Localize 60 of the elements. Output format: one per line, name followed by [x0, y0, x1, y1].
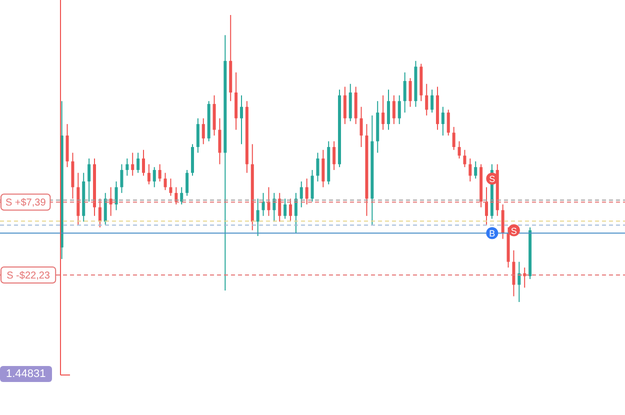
candlestick: [458, 140, 461, 159]
candlestick: [425, 83, 428, 116]
candlestick: [305, 178, 308, 205]
candlestick: [256, 198, 260, 236]
candlestick: [468, 158, 472, 182]
candlestick: [300, 180, 303, 208]
candlestick: [147, 164, 150, 185]
candlestick: [104, 192, 107, 226]
candlestick: [136, 152, 140, 174]
candlestick: [109, 186, 112, 216]
candlestick: [430, 89, 434, 114]
candlestick: [169, 178, 172, 196]
candlestick: [484, 186, 488, 226]
candlestick: [316, 152, 320, 182]
candlestick: [126, 158, 129, 176]
text: S: [510, 226, 517, 236]
candlestick: [131, 152, 134, 176]
candlestick: [278, 192, 282, 222]
candlestick: [88, 158, 91, 202]
candlestick: [441, 106, 444, 136]
ref-line-label: S +$7,39: [5, 198, 46, 209]
candlestick: [288, 198, 292, 222]
candlestick: [332, 140, 336, 170]
candlestick: [196, 118, 200, 154]
candlestick: [322, 149, 325, 188]
candlestick: [158, 164, 162, 182]
candlestick: [202, 118, 205, 145]
candlestick: [386, 89, 390, 130]
candlestick: [398, 94, 401, 125]
ref-line-label: S -$22,23: [6, 270, 50, 282]
candlestick: [474, 160, 478, 180]
candlestick: [240, 94, 243, 145]
candlestick: [310, 169, 314, 202]
candlestick: [403, 72, 406, 114]
candlestick: [501, 204, 504, 240]
candlestick: [382, 94, 385, 130]
candlestick: [120, 164, 124, 194]
candlestick: [180, 186, 184, 205]
candlestick: [408, 78, 412, 108]
candlestick: [152, 166, 156, 188]
candlestick: [164, 172, 167, 191]
candlestick: [392, 94, 396, 125]
candlestick: [360, 106, 363, 148]
candlestick: [284, 198, 287, 220]
series-label: B: [489, 228, 496, 239]
candlestick: [294, 192, 298, 234]
candlestick: [186, 169, 189, 196]
candlestick: [98, 198, 102, 228]
candlestick: [343, 86, 346, 125]
candlestick: [114, 180, 118, 211]
candlestick: [512, 250, 516, 297]
candlestick: [446, 109, 450, 136]
candlestick: [518, 261, 521, 302]
candlestick: [452, 126, 456, 150]
candlestick: [218, 118, 222, 165]
candlestick: [142, 149, 145, 176]
series-label: S: [489, 174, 496, 184]
candlestick: [463, 149, 466, 168]
text: 1.44831: [0, 366, 52, 382]
candlestick: [262, 192, 265, 216]
